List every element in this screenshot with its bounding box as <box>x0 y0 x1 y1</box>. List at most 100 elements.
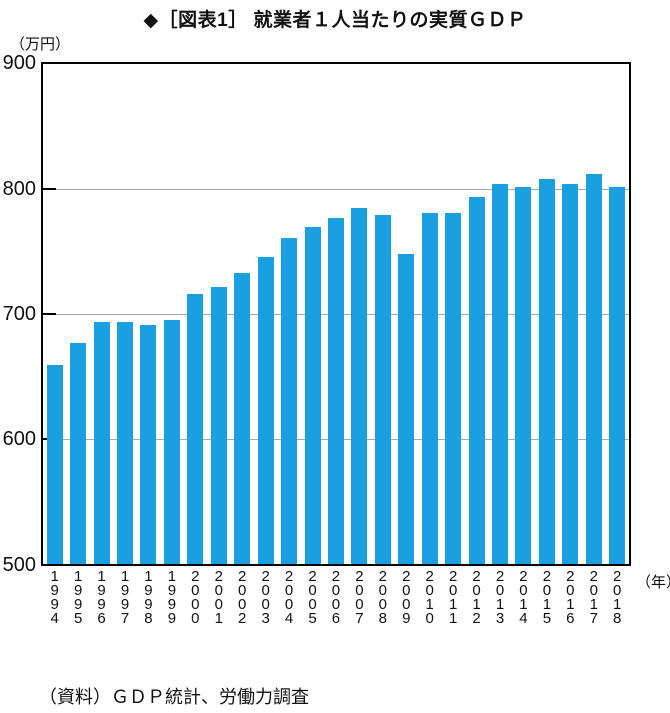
bar-2007 <box>351 207 368 564</box>
year-digit: 2 <box>519 568 528 585</box>
year-digit: 1 <box>167 568 177 585</box>
year-digit: 2 <box>261 568 270 585</box>
bar-2001 <box>210 286 227 564</box>
year-digit: 7 <box>589 610 598 627</box>
bar-2000 <box>187 294 204 564</box>
year-digit: 6 <box>97 610 106 627</box>
bar-2015 <box>538 179 555 564</box>
year-digit: 1 <box>448 596 458 613</box>
year-digit: 0 <box>472 582 481 599</box>
year-digit: 2 <box>495 568 505 585</box>
year-digit: 0 <box>355 596 364 613</box>
bar-2004 <box>281 237 298 564</box>
year-digit: 1 <box>97 568 106 585</box>
y-axis-line <box>41 62 43 566</box>
year-digit: 0 <box>566 582 575 599</box>
bar-column-1996 <box>90 64 113 564</box>
year-digit: 9 <box>144 596 153 613</box>
bar-2016 <box>562 184 579 564</box>
bar-1995 <box>70 342 87 564</box>
year-digit: 0 <box>542 582 552 599</box>
year-digit: 2 <box>589 568 598 585</box>
bar-2006 <box>327 217 344 564</box>
year-digit: 2 <box>308 568 317 585</box>
year-digit: 9 <box>50 596 59 613</box>
bar-column-2013 <box>488 64 511 564</box>
year-digit: 0 <box>613 582 622 599</box>
bar-1999 <box>163 320 180 564</box>
year-digit: 0 <box>495 582 505 599</box>
bar-column-2000 <box>184 64 207 564</box>
year-digit: 4 <box>50 610 59 627</box>
year-digit: 9 <box>120 582 130 599</box>
year-digit: 8 <box>378 610 388 627</box>
year-digit: 8 <box>144 610 153 627</box>
x-axis-line <box>41 564 631 566</box>
bar-column-2008 <box>371 64 394 564</box>
y-axis-unit-label: （万円） <box>10 36 71 53</box>
year-digit: 1 <box>120 568 130 585</box>
year-digit: 0 <box>214 596 223 613</box>
year-digit: 2 <box>214 568 223 585</box>
bar-column-2005 <box>301 64 324 564</box>
year-digit: 0 <box>261 596 270 613</box>
year-digit: 0 <box>331 582 341 599</box>
year-digit: 0 <box>331 596 341 613</box>
year-digit: 0 <box>191 596 200 613</box>
y-axis-label-700: 700 <box>2 303 36 325</box>
year-digit: 8 <box>613 610 622 627</box>
bar-column-1995 <box>66 64 89 564</box>
x-axis-unit-label: （年） <box>636 574 670 591</box>
year-digit: 0 <box>402 582 411 599</box>
bar-column-2012 <box>465 64 488 564</box>
year-digit: 9 <box>73 596 83 613</box>
gridline-800 <box>43 189 629 190</box>
bar-2012 <box>468 196 485 564</box>
year-digit: 1 <box>566 596 575 613</box>
year-digit: 1 <box>519 596 528 613</box>
bar-1997 <box>117 321 134 564</box>
bar-column-2001 <box>207 64 230 564</box>
year-digit: 1 <box>73 568 83 585</box>
year-digit: 2 <box>402 568 411 585</box>
year-digit: 7 <box>120 610 130 627</box>
year-digit: 2 <box>542 568 552 585</box>
year-digit: 2 <box>448 568 458 585</box>
y-axis-label-500: 500 <box>2 554 36 576</box>
year-digit: 2 <box>566 568 575 585</box>
year-digit: 9 <box>97 582 106 599</box>
year-digit: 5 <box>542 610 552 627</box>
bar-column-2007 <box>348 64 371 564</box>
bar-column-2017 <box>582 64 605 564</box>
year-digit: 9 <box>167 582 177 599</box>
year-digit: 0 <box>378 582 388 599</box>
year-digit: 0 <box>448 582 458 599</box>
year-digit: 2 <box>191 568 200 585</box>
y-axis-label-600: 600 <box>2 428 36 450</box>
bar-column-2009 <box>395 64 418 564</box>
year-digit: 2 <box>284 568 294 585</box>
bar-2008 <box>374 215 391 564</box>
year-digit: 3 <box>261 610 270 627</box>
year-digit: 0 <box>191 610 200 627</box>
year-digit: 9 <box>167 610 177 627</box>
year-digit: 7 <box>355 610 364 627</box>
year-digit: 0 <box>238 596 247 613</box>
bar-1996 <box>93 321 110 564</box>
plot-border-right <box>629 62 631 566</box>
bar-column-1997 <box>113 64 136 564</box>
year-digit: 9 <box>50 582 59 599</box>
bar-column-2002 <box>231 64 254 564</box>
y-tick-700 <box>43 313 56 315</box>
